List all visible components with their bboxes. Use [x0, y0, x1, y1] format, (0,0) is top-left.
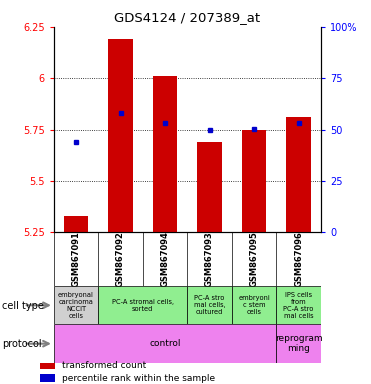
Text: percentile rank within the sample: percentile rank within the sample	[62, 374, 215, 383]
Title: GDS4124 / 207389_at: GDS4124 / 207389_at	[114, 11, 260, 24]
Text: cell type: cell type	[2, 301, 44, 311]
Text: GSM867091: GSM867091	[72, 231, 81, 287]
Bar	[187, 286, 232, 324]
Text: IPS cells
from
PC-A stro
mal cells: IPS cells from PC-A stro mal cells	[283, 292, 314, 319]
Bar	[276, 324, 321, 363]
Text: embryoni
c stem
cells: embryoni c stem cells	[238, 295, 270, 315]
Bar	[197, 142, 222, 232]
Text: GSM867095: GSM867095	[250, 231, 259, 287]
Text: protocol: protocol	[2, 339, 42, 349]
Bar	[242, 129, 266, 232]
Text: GSM867093: GSM867093	[205, 231, 214, 287]
Text: PC-A stro
mal cells,
cultured: PC-A stro mal cells, cultured	[194, 295, 226, 315]
Text: transformed count: transformed count	[62, 361, 146, 370]
Bar	[108, 39, 133, 232]
Bar	[40, 362, 55, 369]
Text: embryonal
carcinoma
NCCIT
cells: embryonal carcinoma NCCIT cells	[58, 292, 94, 319]
Bar	[286, 117, 311, 232]
Text: reprogram
ming: reprogram ming	[275, 334, 322, 353]
Text: GSM867092: GSM867092	[116, 231, 125, 287]
Bar	[64, 216, 88, 232]
Bar	[54, 286, 98, 324]
Text: GSM867094: GSM867094	[161, 231, 170, 287]
Bar	[98, 286, 187, 324]
Bar	[54, 324, 276, 363]
Bar	[40, 374, 55, 382]
Text: PC-A stromal cells,
sorted: PC-A stromal cells, sorted	[112, 299, 174, 312]
Bar	[276, 286, 321, 324]
Bar	[232, 286, 276, 324]
Text: control: control	[150, 339, 181, 348]
Text: GSM867096: GSM867096	[294, 231, 303, 287]
Bar	[153, 76, 177, 232]
